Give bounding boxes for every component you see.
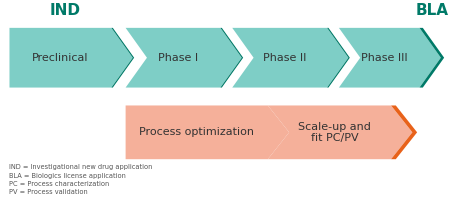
Text: Preclinical: Preclinical: [32, 53, 89, 63]
Polygon shape: [126, 105, 289, 159]
Polygon shape: [220, 28, 243, 88]
Text: Phase I: Phase I: [158, 53, 199, 63]
Text: Phase II: Phase II: [263, 53, 307, 63]
Text: IND: IND: [49, 3, 81, 18]
Polygon shape: [111, 28, 134, 88]
Text: Scale-up and
fit PC/PV: Scale-up and fit PC/PV: [298, 122, 371, 143]
Polygon shape: [327, 28, 350, 88]
Polygon shape: [391, 105, 417, 159]
Text: BLA = Biologics license application: BLA = Biologics license application: [9, 173, 127, 179]
Text: Process optimization: Process optimization: [139, 127, 254, 137]
Text: IND = Investigational new drug application: IND = Investigational new drug applicati…: [9, 164, 153, 170]
Text: PV = Process validation: PV = Process validation: [9, 189, 88, 195]
Text: PC = Process characterization: PC = Process characterization: [9, 181, 109, 187]
Polygon shape: [126, 28, 242, 88]
Text: Phase III: Phase III: [361, 53, 408, 63]
Polygon shape: [419, 28, 444, 88]
Text: BLA: BLA: [415, 3, 448, 18]
Polygon shape: [339, 28, 441, 88]
Polygon shape: [9, 28, 133, 88]
Polygon shape: [268, 105, 412, 159]
Polygon shape: [232, 28, 348, 88]
